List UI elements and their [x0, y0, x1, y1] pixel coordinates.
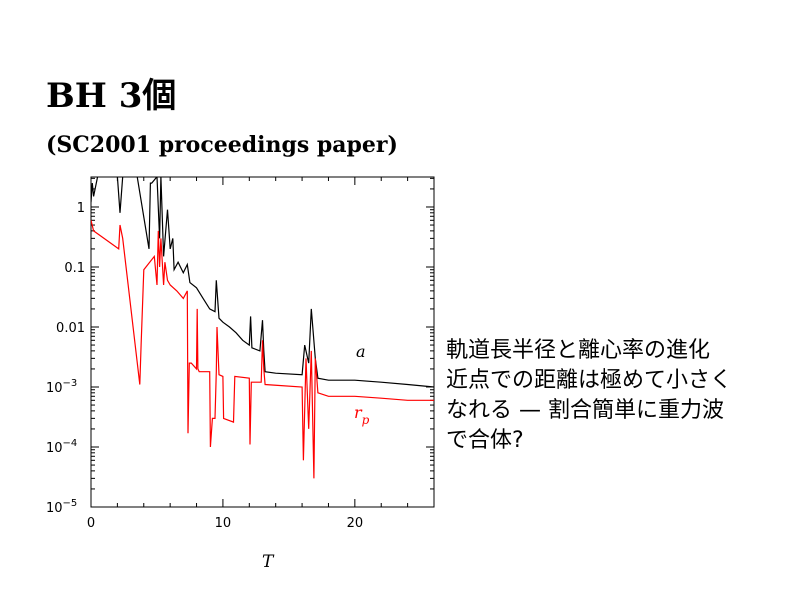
slide-subtitle: (SC2001 proceedings paper)	[46, 132, 398, 158]
note-line: 近点での距離は極めて小さくなれる — 割合簡単に重力波で合体?	[446, 368, 733, 453]
y-tick-label: 1	[77, 201, 85, 216]
y-tick-label: 10−5	[46, 498, 77, 516]
series-line-a	[91, 177, 434, 388]
y-tick-label: 10−4	[46, 438, 77, 456]
x-axis-label: T	[262, 552, 275, 572]
plot-frame	[90, 176, 435, 508]
x-tick-label: 10	[215, 516, 232, 531]
y-tick-label: 0.1	[64, 261, 85, 276]
slide-notes: 軌道長半径と離心率の進化 近点での距離は極めて小さくなれる — 割合簡単に重力波…	[446, 336, 736, 456]
note-line: 軌道長半径と離心率の進化	[446, 338, 711, 363]
series-line-r_p	[91, 220, 434, 479]
y-tick-label: 0.01	[56, 321, 85, 336]
y-tick-label: 10−3	[46, 378, 77, 396]
legend-a: a	[356, 342, 366, 361]
legend-rp: rp	[354, 403, 370, 427]
slide-title: BH 3個	[46, 76, 177, 116]
x-tick-label: 0	[87, 516, 95, 531]
x-tick-label: 20	[347, 516, 364, 531]
